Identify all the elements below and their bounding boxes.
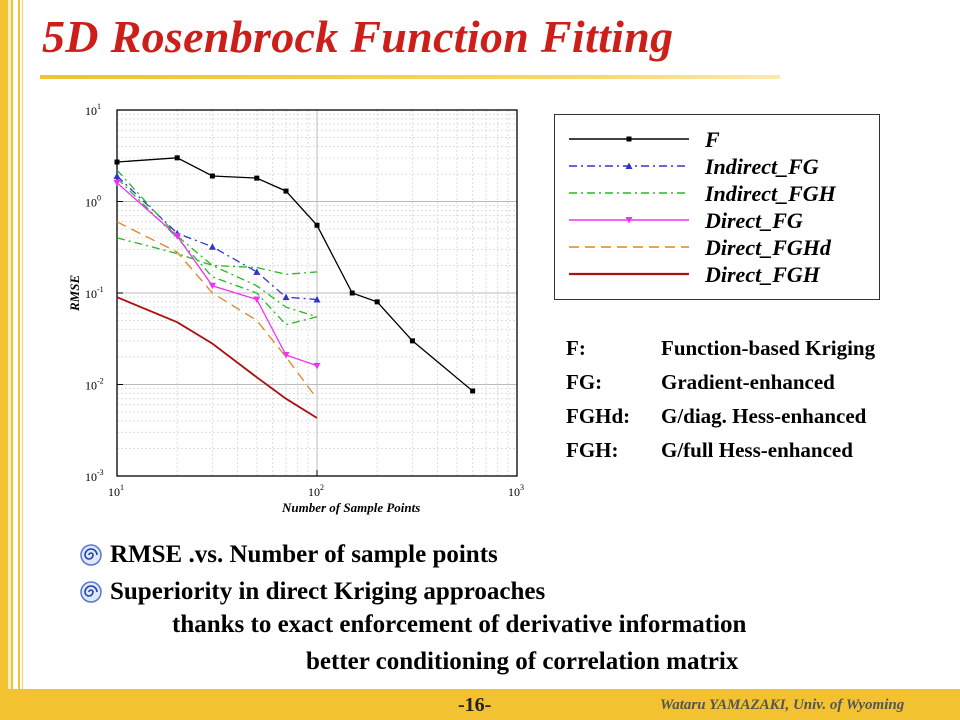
chart-legend: F Indirect_FG Indirect_FGH Direct_FG Direct_…	[554, 114, 880, 300]
x-tick-exponent: 2	[320, 483, 324, 492]
data-point	[409, 338, 415, 344]
data-point	[349, 290, 355, 296]
abbreviation-row: FG: Gradient-enhanced	[566, 365, 875, 399]
abbreviation-desc: G/full Hess-enhanced	[661, 438, 853, 462]
abbreviation-desc: Function-based Kriging	[661, 336, 876, 360]
y-tick-label: 10-2	[85, 377, 104, 393]
legend-marker	[625, 217, 633, 224]
abbreviation-list: F: Function-based Kriging FG: Gradient-enh…	[566, 331, 875, 467]
y-tick-exponent: -3	[97, 468, 104, 477]
x-tick-label: 101	[108, 483, 124, 499]
abbreviation-key: F:	[566, 336, 586, 360]
data-point	[282, 293, 290, 301]
data-point	[208, 282, 216, 290]
y-tick-label: 101	[85, 102, 101, 118]
y-axis-label: RMSE	[67, 275, 82, 312]
abbreviation-row: FGHd: G/diag. Hess-enhanced	[566, 399, 875, 433]
series-line-direct-fgh	[116, 296, 318, 419]
bullet-item: RMSE .vs. Number of sample points	[80, 536, 545, 573]
x-axis-label: Number of Sample Points	[281, 500, 420, 515]
data-point	[314, 222, 320, 228]
y-tick-label: 100	[85, 194, 101, 210]
legend-marker	[626, 136, 632, 142]
legend-marker	[625, 162, 633, 169]
legend-label: Indirect_FGH	[704, 181, 837, 206]
sub-point: better conditioning of correlation matri…	[306, 648, 739, 675]
x-tick-exponent: 1	[120, 483, 124, 492]
left-decor-bar	[11, 0, 13, 720]
data-point	[209, 173, 215, 179]
series-line-indirect-fg	[116, 175, 318, 301]
bullet-text: RMSE .vs. Number of sample points	[110, 540, 498, 568]
abbreviation-key: FGH:	[566, 438, 619, 462]
y-tick-label: 10-3	[85, 468, 104, 484]
legend-label: F	[704, 127, 720, 152]
title-underline	[40, 75, 780, 79]
y-tick-exponent: 0	[97, 194, 101, 203]
data-point	[208, 243, 216, 250]
data-point	[254, 175, 260, 181]
data-point	[374, 299, 380, 305]
abbreviation-row: FGH: G/full Hess-enhanced	[566, 433, 875, 467]
data-point	[173, 232, 181, 240]
left-decor-bar	[18, 0, 20, 720]
data-point	[282, 352, 290, 359]
sub-point: thanks to exact enforcement of derivativ…	[172, 611, 747, 638]
data-point	[113, 179, 121, 187]
author-credit: Wataru YAMAZAKI, Univ. of Wyoming	[660, 697, 905, 713]
series-line-indirect-fgh	[116, 169, 318, 318]
page-number: -16-	[458, 694, 492, 716]
data-point	[253, 268, 261, 275]
left-decor-bar	[0, 0, 8, 720]
abbreviation-key: FG:	[566, 370, 603, 394]
swirl-bullet-icon	[80, 580, 102, 603]
bullet-list: RMSE .vs. Number of sample points Superi…	[80, 536, 545, 610]
series-line-direct-fg	[116, 182, 318, 367]
bullet-text: Superiority in direct Kriging approaches	[110, 577, 546, 605]
y-tick-label: 10-1	[85, 285, 104, 301]
legend-label: Direct_FG	[704, 208, 803, 233]
series-line-f	[116, 157, 474, 392]
abbreviation-row: F: Function-based Kriging	[566, 331, 875, 365]
x-tick-label: 103	[508, 483, 524, 499]
abbreviation-key: FGHd:	[566, 404, 631, 428]
data-point	[114, 159, 120, 165]
legend-label: Direct_FGH	[704, 262, 821, 287]
left-decor-bar	[22, 0, 23, 720]
abbreviation-desc: G/diag. Hess-enhanced	[661, 404, 867, 428]
legend-label: Direct_FGHd	[704, 235, 832, 260]
legend-label: Indirect_FG	[704, 154, 819, 179]
x-tick-label: 102	[308, 483, 324, 499]
data-point	[174, 155, 180, 161]
series-line-direct-fghd	[116, 221, 318, 400]
bullet-item: Superiority in direct Kriging approaches	[80, 573, 545, 610]
swirl-bullet-icon	[80, 543, 102, 566]
data-point	[253, 296, 261, 303]
legend-entries: FIndirect_FGIndirect_FGHDirect_FGDirect_…	[569, 127, 837, 287]
data-point	[470, 388, 476, 394]
data-point	[313, 295, 321, 303]
y-tick-exponent: -1	[97, 285, 104, 294]
data-point	[113, 172, 121, 179]
footer-bar	[0, 689, 960, 720]
y-tick-exponent: 1	[97, 102, 101, 111]
data-point	[283, 188, 289, 194]
abbreviation-desc: Gradient-enhanced	[661, 370, 835, 394]
data-point	[313, 362, 321, 370]
x-tick-exponent: 3	[520, 483, 524, 492]
slide-title: 5D Rosenbrock Function Fitting	[42, 11, 674, 62]
series-line-extra	[116, 237, 318, 275]
y-tick-exponent: -2	[97, 377, 104, 386]
left-decor-bar	[8, 0, 11, 720]
